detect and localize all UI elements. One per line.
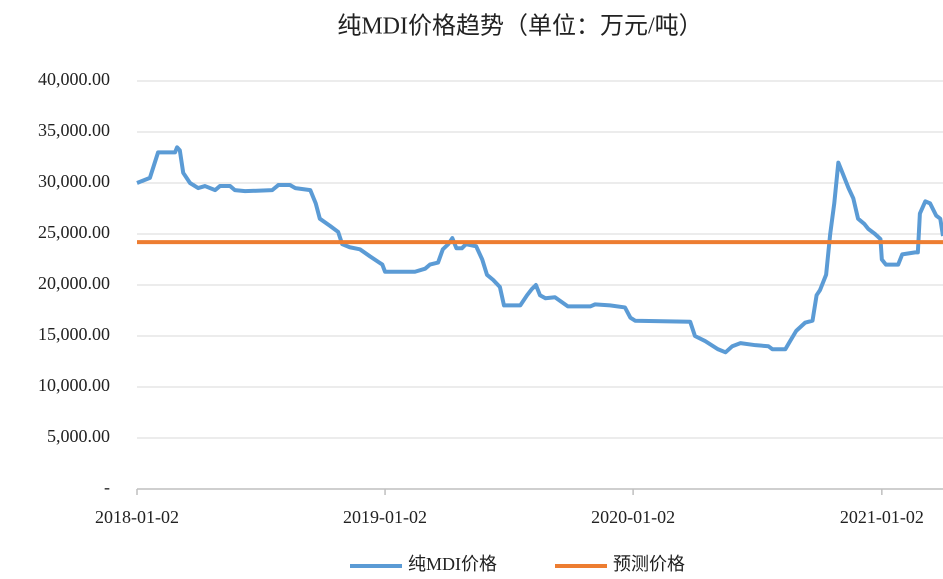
line-series (136, 145, 943, 355)
x-tick-label: 2021-01-02 (840, 507, 924, 527)
y-tick-label: 40,000.00 (38, 69, 110, 89)
chart-title: 纯MDI价格趋势（单位：万元/吨） (337, 13, 702, 40)
y-tick-label: 35,000.00 (38, 120, 110, 140)
x-tick-label: 2019-01-02 (343, 507, 427, 527)
y-tick-label: 30,000.00 (38, 171, 110, 191)
y-tick-label: 15,000.00 (38, 324, 110, 344)
x-tick-label: 2018-01-02 (95, 507, 179, 527)
legend-label: 预测价格 (613, 554, 685, 574)
x-tick-label: 2020-01-02 (591, 507, 675, 527)
y-tick-label: 25,000.00 (38, 222, 110, 242)
y-tick-label: 5,000.00 (47, 426, 110, 446)
y-tick-label: - (104, 477, 110, 497)
legend-label: 纯MDI价格 (408, 554, 497, 574)
y-tick-label: 10,000.00 (38, 375, 110, 395)
y-tick-label: 20,000.00 (38, 273, 110, 293)
